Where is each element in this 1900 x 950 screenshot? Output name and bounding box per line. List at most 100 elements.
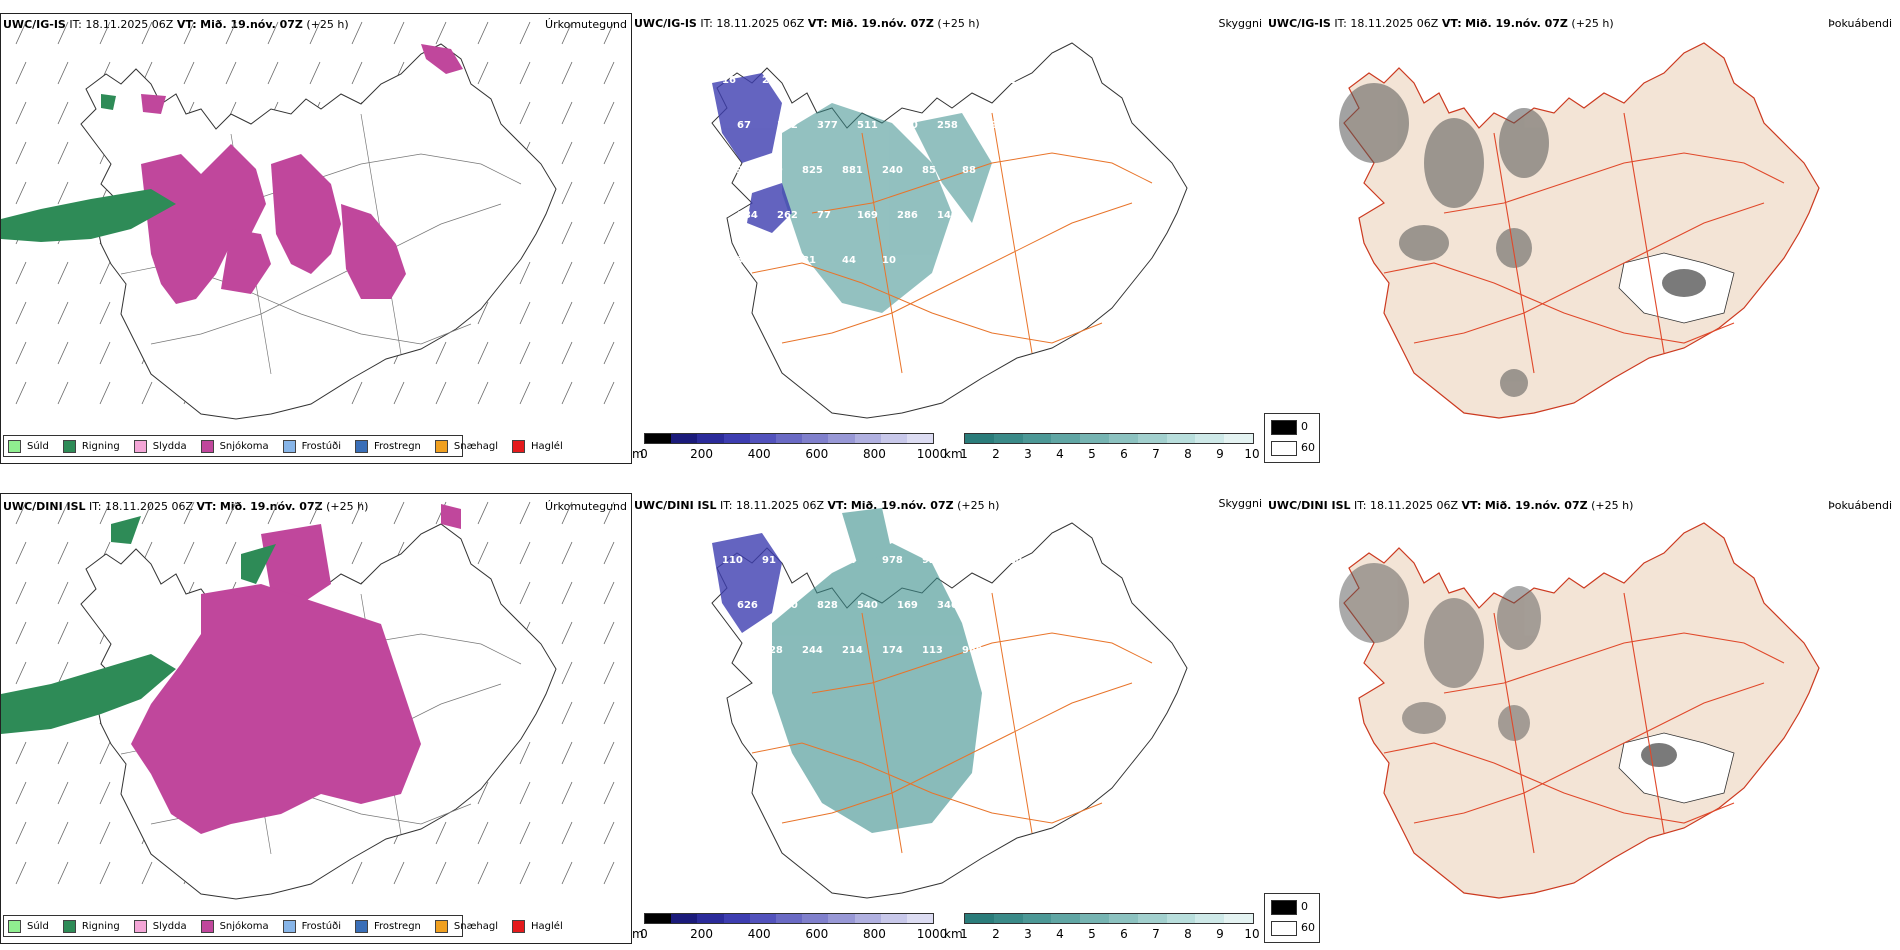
legend-item: Súld [8, 439, 49, 453]
colorbar-segment [1051, 914, 1081, 923]
wind-barb [519, 61, 531, 85]
colorbar-tick: 400 [747, 927, 771, 941]
legend-item: Frostregn [355, 439, 421, 453]
legend-label: Súld [27, 920, 49, 932]
wind-barb [99, 741, 111, 765]
fog-shading [1339, 563, 1541, 741]
cloud-base-label: 76 [802, 555, 816, 566]
colorbar-tick: 2 [992, 927, 1000, 941]
colorbar-segment [723, 914, 750, 923]
fog-panel-top: UWC/IG-IS IT: 18.11.2025 06Z VT: Mið. 19… [1264, 13, 1900, 464]
wind-barb [15, 541, 27, 565]
road-line [1623, 112, 1665, 354]
wind-barb [519, 341, 531, 365]
wind-barb [57, 61, 69, 85]
wind-barb [183, 21, 195, 45]
colorbar-segment [1166, 434, 1196, 443]
colorbar-tick: 200 [690, 447, 714, 461]
wind-barb [351, 61, 363, 85]
cloud-base-label: 999 [762, 165, 783, 176]
legend-item: Haglél [512, 919, 563, 933]
cloud-base-label: 828 [817, 600, 838, 611]
legend-swatch [62, 439, 76, 453]
legend-swatch [434, 919, 448, 933]
wind-barb [393, 861, 405, 885]
wind-barb [519, 381, 531, 405]
colorbar-segment [1051, 434, 1081, 443]
it-label: IT: [1334, 17, 1347, 30]
fog-legend-label-0: 0 [1301, 900, 1308, 913]
legend-item: Frostúði [282, 439, 341, 453]
cloud-base-panel-bottom: UWC/DINI ISL IT: 18.11.2025 06Z VT: Mið.… [632, 493, 1262, 944]
cloud-base-label: 174 [882, 645, 903, 656]
legend-label: Frostúði [301, 920, 341, 932]
colorbar-tick: 5 [1088, 927, 1096, 941]
wind-barb [561, 221, 573, 245]
panel-title: Úrkomutegund [545, 18, 627, 31]
wind-barb [267, 61, 279, 85]
wind-barb [309, 21, 321, 45]
wind-barb [603, 301, 615, 325]
wind-barb [57, 621, 69, 645]
road-line [1383, 262, 1735, 344]
legend-swatch [62, 919, 76, 933]
colorbar-tick: 10 [1244, 927, 1260, 941]
colorbar-segment [697, 914, 724, 923]
vt-value: Mið. 19.nóv. 07Z [1484, 499, 1588, 512]
cloud-base-areas [712, 73, 792, 233]
wind-barb [225, 501, 237, 525]
colorbar-segment [1108, 434, 1138, 443]
snow-areas [131, 504, 461, 834]
colorbar-segment [1195, 434, 1225, 443]
wind-barb [603, 101, 615, 125]
cloud-base-label: 511 [857, 120, 878, 131]
wind-barb [561, 101, 573, 125]
wind-barb [15, 821, 27, 845]
wind-barb [477, 301, 489, 325]
panel-header: UWC/DINI ISL IT: 18.11.2025 06Z VT: Mið.… [3, 500, 368, 514]
rain-areas [1, 94, 176, 242]
lead-time: (+25 h) [957, 499, 1000, 512]
fog-legend-label-0: 0 [1301, 420, 1308, 433]
visibility-colorbar [964, 433, 1254, 444]
wind-barb [603, 261, 615, 285]
cloud-base-label: 214 [842, 645, 863, 656]
colorbar-segment [1195, 914, 1225, 923]
road-line [811, 632, 1153, 694]
cloud-base-label: 17 [962, 75, 976, 86]
visibility-unit: km [944, 927, 963, 941]
wind-barb [141, 381, 153, 405]
cloud-base-label: 81 [802, 255, 816, 266]
vt-value: Mið. 19.nóv. 07Z [200, 18, 303, 31]
it-label: IT: [69, 18, 82, 31]
legend-item: Frostúði [282, 919, 341, 933]
cloud-base-label: 98 [1002, 165, 1016, 176]
colorbar-segment [671, 914, 698, 923]
legend-swatch [282, 439, 296, 453]
vt-value: Mið. 19.nóv. 07Z [1465, 17, 1568, 30]
wind-barb [351, 861, 363, 885]
wind-barb [477, 341, 489, 365]
colorbar-tick: 800 [862, 447, 886, 461]
wind-barb [183, 541, 195, 565]
cloud-base-label: 45 [1002, 645, 1016, 656]
legend-swatch [133, 439, 147, 453]
colorbar-segment [645, 914, 672, 923]
panel-header: UWC/IG-IS IT: 18.11.2025 06Z VT: Mið. 19… [634, 17, 980, 31]
it-label: IT: [1354, 499, 1367, 512]
road-line [991, 592, 1033, 834]
legend-swatch [8, 439, 21, 453]
wind-barb [141, 21, 153, 45]
wind-barb [603, 861, 615, 885]
wind-barb [519, 581, 531, 605]
road-line [1493, 612, 1535, 854]
legend-item: Snjókoma [200, 919, 269, 933]
cloud-base-label: 85 [922, 165, 936, 176]
wind-barb [15, 501, 27, 525]
road-line [861, 612, 903, 854]
wind-barb [393, 21, 405, 45]
wind-barb [561, 621, 573, 645]
wind-barb [435, 821, 447, 845]
cloud-base-label: 48 [882, 75, 896, 86]
colorbar-segment [993, 914, 1023, 923]
